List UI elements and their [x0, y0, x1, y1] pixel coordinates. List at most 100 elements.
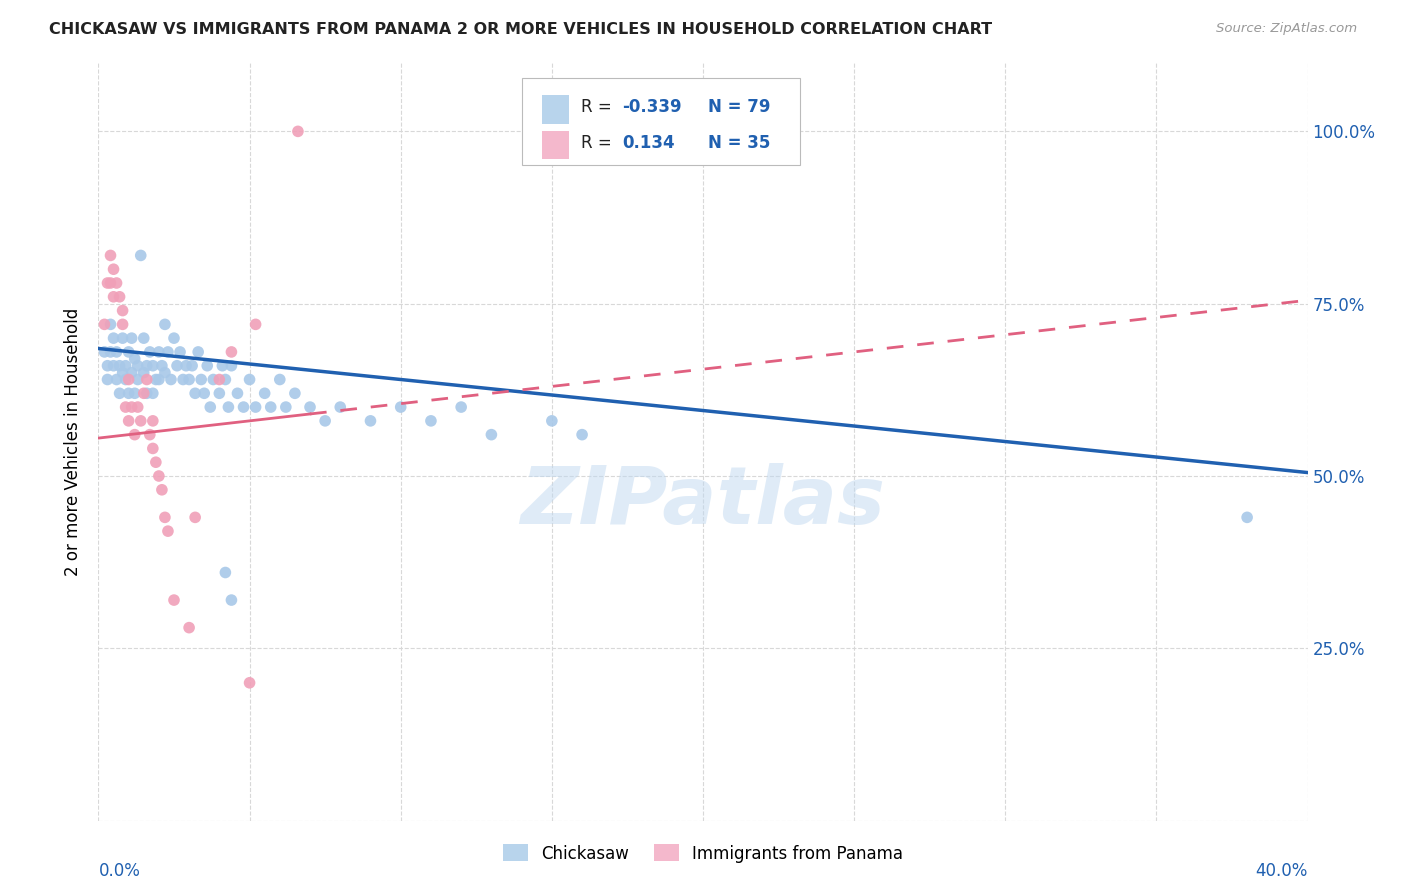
Point: [124, 427, 146, 442]
Point: [540, 414, 562, 428]
Bar: [543, 130, 569, 160]
Point: [239, 675, 262, 690]
Point: [114, 400, 136, 414]
Point: [103, 359, 125, 373]
Point: [190, 372, 212, 386]
Point: [260, 400, 283, 414]
Text: ZIPatlas: ZIPatlas: [520, 463, 886, 541]
Point: [105, 372, 128, 386]
Point: [100, 318, 122, 332]
Point: [163, 593, 186, 607]
Point: [450, 400, 472, 414]
Point: [103, 262, 125, 277]
Point: [129, 414, 152, 428]
Point: [145, 455, 167, 469]
Point: [329, 400, 352, 414]
Point: [150, 483, 173, 497]
Text: -0.339: -0.339: [621, 98, 682, 116]
Point: [145, 372, 167, 386]
Point: [314, 414, 336, 428]
Point: [121, 331, 143, 345]
Text: N = 35: N = 35: [707, 134, 770, 152]
Point: [111, 331, 134, 345]
Point: [179, 621, 201, 635]
Text: 40.0%: 40.0%: [1256, 863, 1308, 880]
Text: 0.134: 0.134: [621, 134, 675, 152]
Point: [135, 372, 157, 386]
Point: [269, 372, 291, 386]
Point: [127, 359, 149, 373]
Point: [232, 400, 254, 414]
Point: [169, 345, 191, 359]
Point: [1236, 510, 1258, 524]
Point: [118, 414, 141, 428]
Point: [96, 276, 118, 290]
Point: [172, 372, 194, 386]
Point: [135, 359, 157, 373]
Y-axis label: 2 or more Vehicles in Household: 2 or more Vehicles in Household: [65, 308, 83, 575]
Text: N = 79: N = 79: [707, 98, 770, 116]
Point: [221, 345, 243, 359]
Point: [239, 372, 262, 386]
Point: [100, 276, 122, 290]
Point: [420, 414, 443, 428]
Point: [132, 331, 155, 345]
Point: [571, 427, 593, 442]
Point: [127, 400, 149, 414]
Point: [274, 400, 297, 414]
Point: [299, 400, 322, 414]
Point: [100, 248, 122, 262]
Point: [184, 510, 207, 524]
Point: [108, 290, 131, 304]
Point: [214, 372, 236, 386]
Point: [181, 359, 204, 373]
Point: [179, 372, 201, 386]
Point: [103, 290, 125, 304]
Point: [148, 372, 170, 386]
Point: [132, 386, 155, 401]
Point: [142, 359, 165, 373]
Point: [211, 359, 233, 373]
Point: [200, 400, 222, 414]
Point: [153, 366, 176, 380]
Point: [108, 359, 131, 373]
Point: [132, 366, 155, 380]
Point: [156, 524, 179, 538]
Point: [153, 510, 176, 524]
Bar: [543, 95, 569, 124]
Point: [195, 359, 218, 373]
Point: [114, 372, 136, 386]
Text: R =: R =: [581, 98, 617, 116]
Point: [121, 366, 143, 380]
Point: [108, 386, 131, 401]
Point: [121, 400, 143, 414]
Point: [124, 351, 146, 366]
Point: [208, 372, 231, 386]
Point: [150, 359, 173, 373]
Point: [481, 427, 503, 442]
Point: [118, 372, 141, 386]
Point: [142, 414, 165, 428]
Point: [148, 345, 170, 359]
Point: [148, 469, 170, 483]
Point: [160, 372, 183, 386]
Point: [103, 331, 125, 345]
Point: [202, 372, 225, 386]
Point: [360, 414, 382, 428]
Point: [111, 303, 134, 318]
Point: [187, 345, 209, 359]
Text: R =: R =: [581, 134, 621, 152]
Point: [100, 345, 122, 359]
FancyBboxPatch shape: [522, 78, 800, 165]
Text: CHICKASAW VS IMMIGRANTS FROM PANAMA 2 OR MORE VEHICLES IN HOUSEHOLD CORRELATION : CHICKASAW VS IMMIGRANTS FROM PANAMA 2 OR…: [49, 22, 993, 37]
Point: [127, 372, 149, 386]
Point: [105, 276, 128, 290]
Point: [93, 318, 115, 332]
Point: [111, 318, 134, 332]
Point: [153, 318, 176, 332]
Point: [284, 386, 307, 401]
Point: [142, 386, 165, 401]
Point: [166, 359, 188, 373]
Point: [118, 386, 141, 401]
Point: [105, 345, 128, 359]
